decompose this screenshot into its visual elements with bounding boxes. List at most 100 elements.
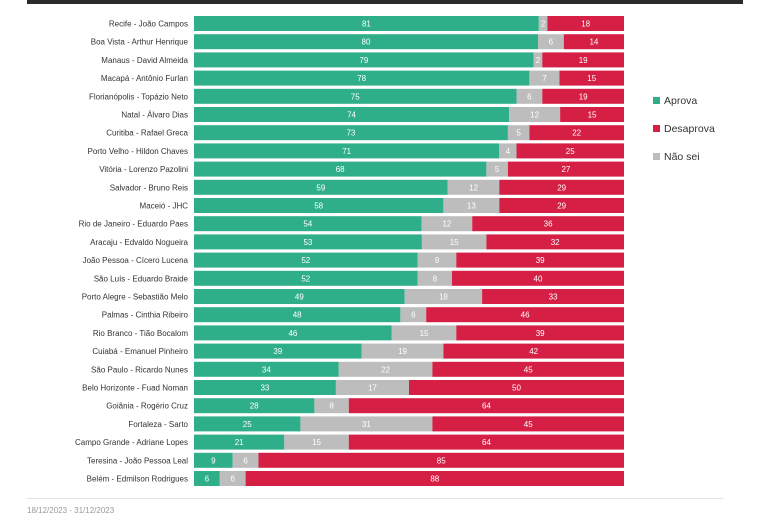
bar-segment-desaprova [486, 234, 624, 250]
bar-segment-aprova [194, 289, 405, 304]
data-label: 48 [293, 311, 302, 320]
category-label: Vitória - Lorenzo Pazolini [99, 165, 188, 174]
bar-segment-desaprova [542, 88, 624, 104]
data-label: 6 [549, 38, 554, 47]
bar-segment-n-o-sei [314, 398, 349, 414]
category-label: São Paulo - Ricardo Nunes [91, 365, 188, 374]
bar-segment-desaprova [499, 198, 624, 213]
data-label: 13 [467, 202, 476, 211]
bar-segment-desaprova [443, 343, 624, 359]
bar-segment-aprova [194, 234, 422, 250]
legend-label: Aprova [664, 95, 697, 107]
data-label: 12 [530, 111, 539, 120]
bar-segment-n-o-sei [421, 234, 487, 250]
bar-segment-n-o-sei [516, 88, 543, 104]
data-label: 28 [250, 402, 259, 411]
date-range-label: 18/12/2023 - 31/12/2023 [27, 506, 115, 515]
bar-segment-n-o-sei [400, 307, 427, 323]
bar-segment-n-o-sei [417, 252, 457, 268]
bar-segment-desaprova [245, 471, 624, 486]
bar-segment-desaprova [559, 70, 624, 86]
bar-segment-desaprova [482, 289, 624, 304]
bar-segment-aprova [194, 361, 339, 377]
bar-segment-n-o-sei [421, 216, 473, 232]
data-label: 46 [288, 329, 297, 338]
data-label: 29 [557, 183, 566, 192]
data-label: 7 [542, 74, 547, 83]
legend-swatch [653, 153, 660, 160]
category-label: Campo Grande - Adriane Lopes [75, 438, 188, 447]
data-label: 68 [336, 165, 345, 174]
data-label: 6 [243, 456, 248, 465]
data-label: 25 [243, 420, 252, 429]
bar-segment-aprova [194, 343, 362, 359]
data-label: 27 [561, 165, 570, 174]
data-label: 8 [433, 274, 438, 283]
data-label: 6 [205, 475, 210, 484]
bar-segment-n-o-sei [391, 325, 457, 341]
bar-segment-desaprova [499, 179, 624, 195]
data-label: 22 [381, 365, 390, 374]
bar-segment-n-o-sei [533, 52, 543, 68]
bar-segment-aprova [194, 161, 487, 177]
data-label: 81 [362, 20, 371, 29]
bar-segment-desaprova [348, 398, 624, 414]
category-label: Fortaleza - Sarto [128, 420, 188, 429]
data-label: 32 [551, 238, 560, 247]
category-label: Palmas - Cinthia Ribeiro [102, 311, 189, 320]
bar-segment-aprova [194, 179, 448, 195]
category-label: Belém - Edmilson Rodrigues [87, 475, 188, 484]
bar-segment-aprova [194, 471, 220, 486]
category-label: Manaus - David Almeida [101, 56, 188, 65]
data-label: 2 [536, 56, 541, 65]
data-label: 34 [262, 365, 271, 374]
bar-segment-aprova [194, 52, 534, 68]
category-label: Belo Horizonte - Fuad Noman [82, 384, 188, 393]
data-label: 71 [342, 147, 351, 156]
bar-segment-aprova [194, 216, 422, 232]
legend-swatch [653, 97, 660, 104]
data-label: 25 [566, 147, 575, 156]
bar-segment-aprova [194, 307, 401, 323]
bar-segment-desaprova [547, 16, 624, 31]
data-label: 12 [442, 220, 451, 229]
bar-segment-desaprova [456, 325, 624, 341]
data-label: 40 [534, 274, 543, 283]
bar-segment-aprova [194, 125, 508, 141]
data-label: 17 [368, 384, 377, 393]
bar-segment-n-o-sei [509, 107, 561, 122]
bar-segment-desaprova [452, 270, 624, 286]
bar-segment-desaprova [432, 416, 624, 432]
bar-segment-aprova [194, 70, 530, 86]
bar-segment-aprova [194, 434, 285, 450]
data-label: 15 [588, 111, 597, 120]
bar-segment-desaprova [560, 107, 624, 122]
data-label: 52 [301, 256, 310, 265]
bar-segment-n-o-sei [538, 16, 548, 31]
data-label: 5 [495, 165, 500, 174]
bar-segment-n-o-sei [538, 34, 564, 50]
data-label: 15 [420, 329, 429, 338]
data-label: 59 [316, 183, 325, 192]
data-label: 73 [346, 129, 355, 138]
bar-segment-desaprova [542, 52, 624, 68]
data-label: 78 [357, 74, 366, 83]
footer-divider [27, 498, 723, 499]
data-label: 9 [435, 256, 440, 265]
data-label: 2 [541, 20, 546, 29]
bar-segment-n-o-sei [300, 416, 433, 432]
data-label: 14 [589, 38, 598, 47]
data-label: 29 [557, 202, 566, 211]
data-label: 80 [362, 38, 371, 47]
data-label: 64 [482, 438, 491, 447]
legend-swatch [653, 125, 660, 132]
bar-segment-aprova [194, 270, 418, 286]
data-label: 75 [351, 92, 360, 101]
bar-segment-aprova [194, 34, 538, 50]
bar-segment-aprova [194, 252, 418, 268]
data-label: 49 [295, 293, 304, 302]
data-label: 64 [482, 402, 491, 411]
data-label: 6 [230, 475, 235, 484]
bar-segment-aprova [194, 416, 301, 432]
data-label: 54 [303, 220, 312, 229]
